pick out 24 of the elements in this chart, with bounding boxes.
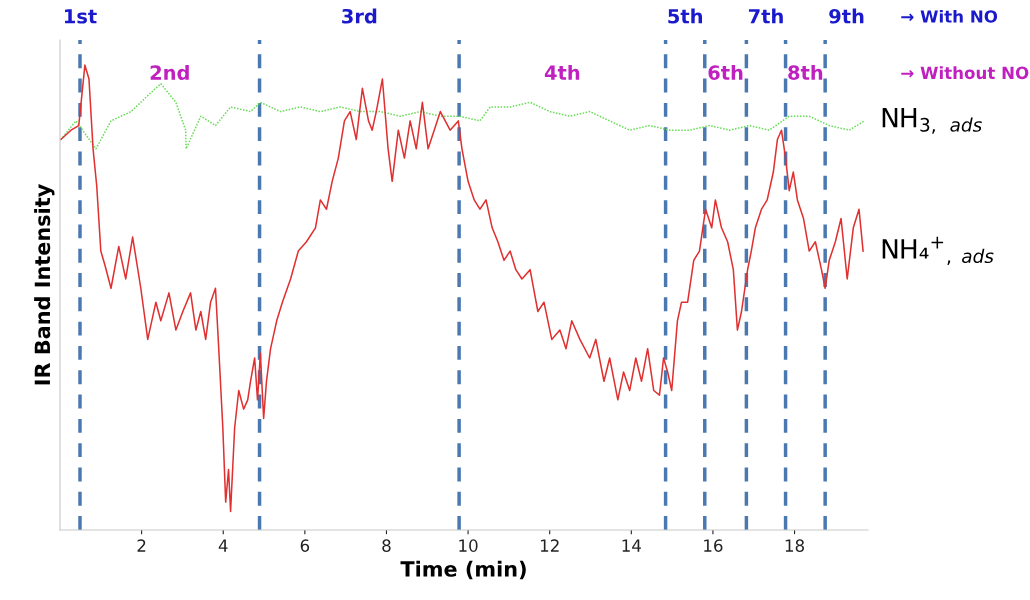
text: 5th [668, 8, 702, 24]
x-tick-label: 6 [300, 539, 310, 552]
x-tick-label: 12 [540, 539, 559, 552]
text: → Without NO [901, 66, 1029, 80]
text: 1st [64, 9, 97, 24]
annotation: 4th [544, 64, 580, 80]
text: → With NO [901, 9, 998, 23]
annotation: 6th [708, 64, 743, 80]
x-tick-label: 16 [704, 539, 723, 552]
x-tick-label: 10 [459, 539, 478, 552]
y-axis-title: IR Band Intensity [34, 184, 55, 385]
x-tick-label: 14 [622, 539, 641, 552]
text: 7th [748, 8, 783, 24]
series-label: NH₄$^{+}$$_{, ads}$ [882, 236, 994, 265]
text: 9th [829, 8, 864, 24]
x-tick-label: 8 [382, 539, 391, 552]
x-tick-label: 2 [137, 539, 146, 552]
x-axis-title: Time (min) [400, 560, 526, 580]
text: 3rd [342, 8, 377, 24]
series-label: NH$_{3, ads}$ [882, 107, 982, 134]
annotation: 2nd [150, 64, 189, 80]
annotation: 8th [788, 64, 823, 80]
x-tick-label: 4 [218, 539, 228, 552]
x-tick-label: 18 [785, 539, 805, 552]
